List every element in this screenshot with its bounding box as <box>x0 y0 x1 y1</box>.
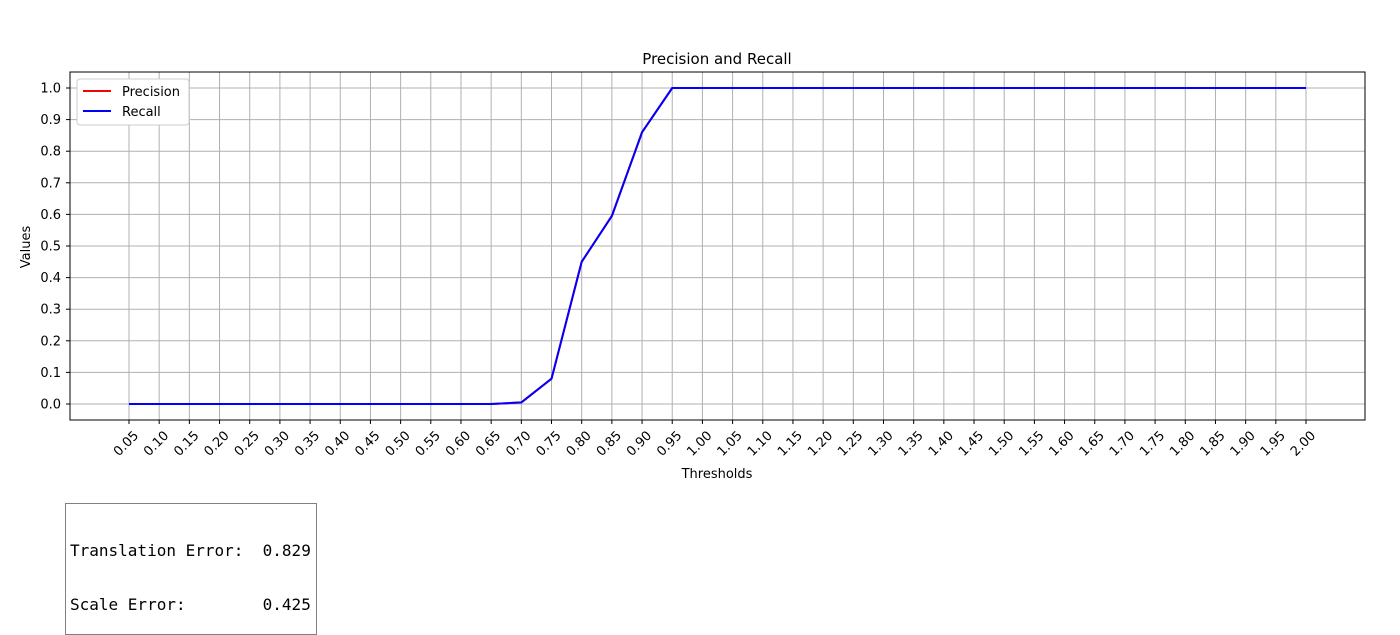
x-axis-ticks: 0.05 0.10 0.15 0.20 0.25 0.30 0.35 0.40 0.45 0.50… <box>111 420 1319 460</box>
y-tick-label: 0.2 <box>40 334 61 349</box>
y-tick-label: 0.5 <box>40 240 61 255</box>
scale-error-text: Scale Error: 0.425 <box>70 595 311 614</box>
x-tick-label: 0.70 <box>503 428 534 459</box>
x-tick-label: 1.70 <box>1107 428 1138 459</box>
y-tick-label: 0.3 <box>40 303 61 318</box>
y-axis-ticks: 0.0 0.1 0.2 0.3 0.4 0.5 0.6 0.7 0.8 0.9 1.0 <box>40 82 70 413</box>
y-tick-label: 0.0 <box>40 398 61 413</box>
x-tick-label: 1.25 <box>835 428 866 459</box>
x-tick-label: 0.40 <box>322 428 353 459</box>
x-tick-label: 1.30 <box>865 428 896 459</box>
series-layer <box>129 87 1306 405</box>
x-tick-label: 0.80 <box>564 428 595 459</box>
x-tick-label: 1.60 <box>1047 428 1078 459</box>
x-tick-label: 1.10 <box>745 428 776 459</box>
x-tick-label: 1.75 <box>1137 428 1168 459</box>
x-tick-label: 1.65 <box>1077 428 1108 459</box>
grid-layer <box>70 72 1365 420</box>
x-tick-label: 1.90 <box>1228 428 1259 459</box>
x-tick-label: 1.20 <box>805 428 836 459</box>
x-tick-label: 0.20 <box>202 428 233 459</box>
x-tick-label: 1.95 <box>1258 428 1289 459</box>
y-tick-label: 0.8 <box>40 145 61 160</box>
x-tick-label: 0.75 <box>533 428 564 459</box>
x-tick-label: 0.65 <box>473 428 504 459</box>
x-tick-label: 0.95 <box>654 428 685 459</box>
x-tick-label: 0.45 <box>352 428 383 459</box>
x-tick-label: 1.40 <box>926 428 957 459</box>
x-tick-label: 0.05 <box>111 428 142 459</box>
x-tick-label: 1.80 <box>1167 428 1198 459</box>
x-tick-label: 0.25 <box>232 428 263 459</box>
x-tick-label: 1.85 <box>1197 428 1228 459</box>
x-tick-label: 0.35 <box>292 428 323 459</box>
y-tick-label: 0.9 <box>40 113 61 128</box>
x-tick-label: 1.45 <box>956 428 987 459</box>
x-tick-label: 1.35 <box>896 428 927 459</box>
x-tick-label: 1.00 <box>684 428 715 459</box>
x-tick-label: 1.55 <box>1016 428 1047 459</box>
x-tick-label: 0.15 <box>171 428 202 459</box>
x-tick-label: 1.05 <box>715 428 746 459</box>
x-tick-label: 0.55 <box>413 428 444 459</box>
chart-canvas: 0.05 0.10 0.15 0.20 0.25 0.30 0.35 0.40 0.45 0.50… <box>19 50 1366 482</box>
translation-error-text: Translation Error: 0.829 <box>70 541 311 560</box>
y-tick-label: 0.6 <box>40 208 61 223</box>
x-tick-label: 1.50 <box>986 428 1017 459</box>
error-metrics-box: Translation Error: 0.829 Scale Error: 0.… <box>65 503 317 635</box>
y-tick-label: 1.0 <box>40 82 61 97</box>
legend-recall-label: Recall <box>122 105 161 120</box>
x-tick-label: 0.90 <box>624 428 655 459</box>
y-axis-label: Values <box>19 226 34 269</box>
y-tick-label: 0.4 <box>40 271 61 286</box>
x-tick-label: 0.85 <box>594 428 625 459</box>
chart-title: Precision and Recall <box>642 50 791 68</box>
y-tick-label: 0.1 <box>40 366 61 381</box>
x-tick-label: 2.00 <box>1288 428 1319 459</box>
legend-precision-label: Precision <box>122 85 180 100</box>
x-tick-label: 0.30 <box>262 428 293 459</box>
x-tick-label: 0.50 <box>383 428 414 459</box>
x-tick-label: 1.15 <box>775 428 806 459</box>
y-tick-label: 0.7 <box>40 176 61 191</box>
x-tick-label: 0.10 <box>141 428 172 459</box>
x-tick-label: 0.60 <box>443 428 474 459</box>
x-axis-label: Thresholds <box>681 467 753 482</box>
legend: Precision Recall <box>76 78 190 126</box>
series-line-recall <box>129 87 1306 405</box>
